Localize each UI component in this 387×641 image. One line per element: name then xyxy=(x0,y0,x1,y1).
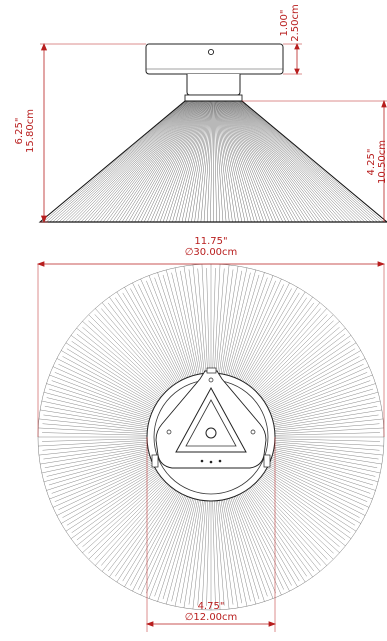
bottom-view xyxy=(37,263,385,611)
canopy-height-inches: 1.00" xyxy=(279,9,290,37)
center-hole-icon xyxy=(205,427,217,439)
shade-diameter-inches: 11.75" xyxy=(194,236,228,247)
bottom-dimension-lines xyxy=(36,261,386,632)
total-height-label: 6.25" 15.80cm xyxy=(14,96,36,166)
total-height-cm: 15.80cm xyxy=(25,109,36,153)
side-dimension-lines xyxy=(40,42,387,224)
shade-height-label: 4.25" 10.50cm xyxy=(366,127,387,197)
canopy-diameter-inches: 4.75" xyxy=(197,601,225,612)
side-view xyxy=(38,43,387,223)
canopy-diameter-label: 4.75" ∅12.00cm xyxy=(176,601,246,623)
shade-diameter-label: 11.75" ∅30.00cm xyxy=(171,236,251,258)
total-height-inches: 6.25" xyxy=(14,117,25,145)
shade-side-outline xyxy=(38,100,387,223)
canopy-height-label: 1.00" 2.50cm xyxy=(279,0,301,55)
shade-diameter-cm: ∅30.00cm xyxy=(184,247,238,258)
canopy-screw-icon xyxy=(207,48,215,56)
lamp-neck xyxy=(186,74,241,96)
canopy-diameter-cm: ∅12.00cm xyxy=(184,612,238,623)
canopy-height-cm: 2.50cm xyxy=(290,4,301,42)
canopy-plate xyxy=(145,43,284,75)
shade-height-inches: 4.25" xyxy=(366,148,377,176)
shade-side-pleats xyxy=(39,100,387,223)
shade-radial-pleats xyxy=(38,264,384,610)
shade-height-cm: 10.50cm xyxy=(377,140,387,184)
